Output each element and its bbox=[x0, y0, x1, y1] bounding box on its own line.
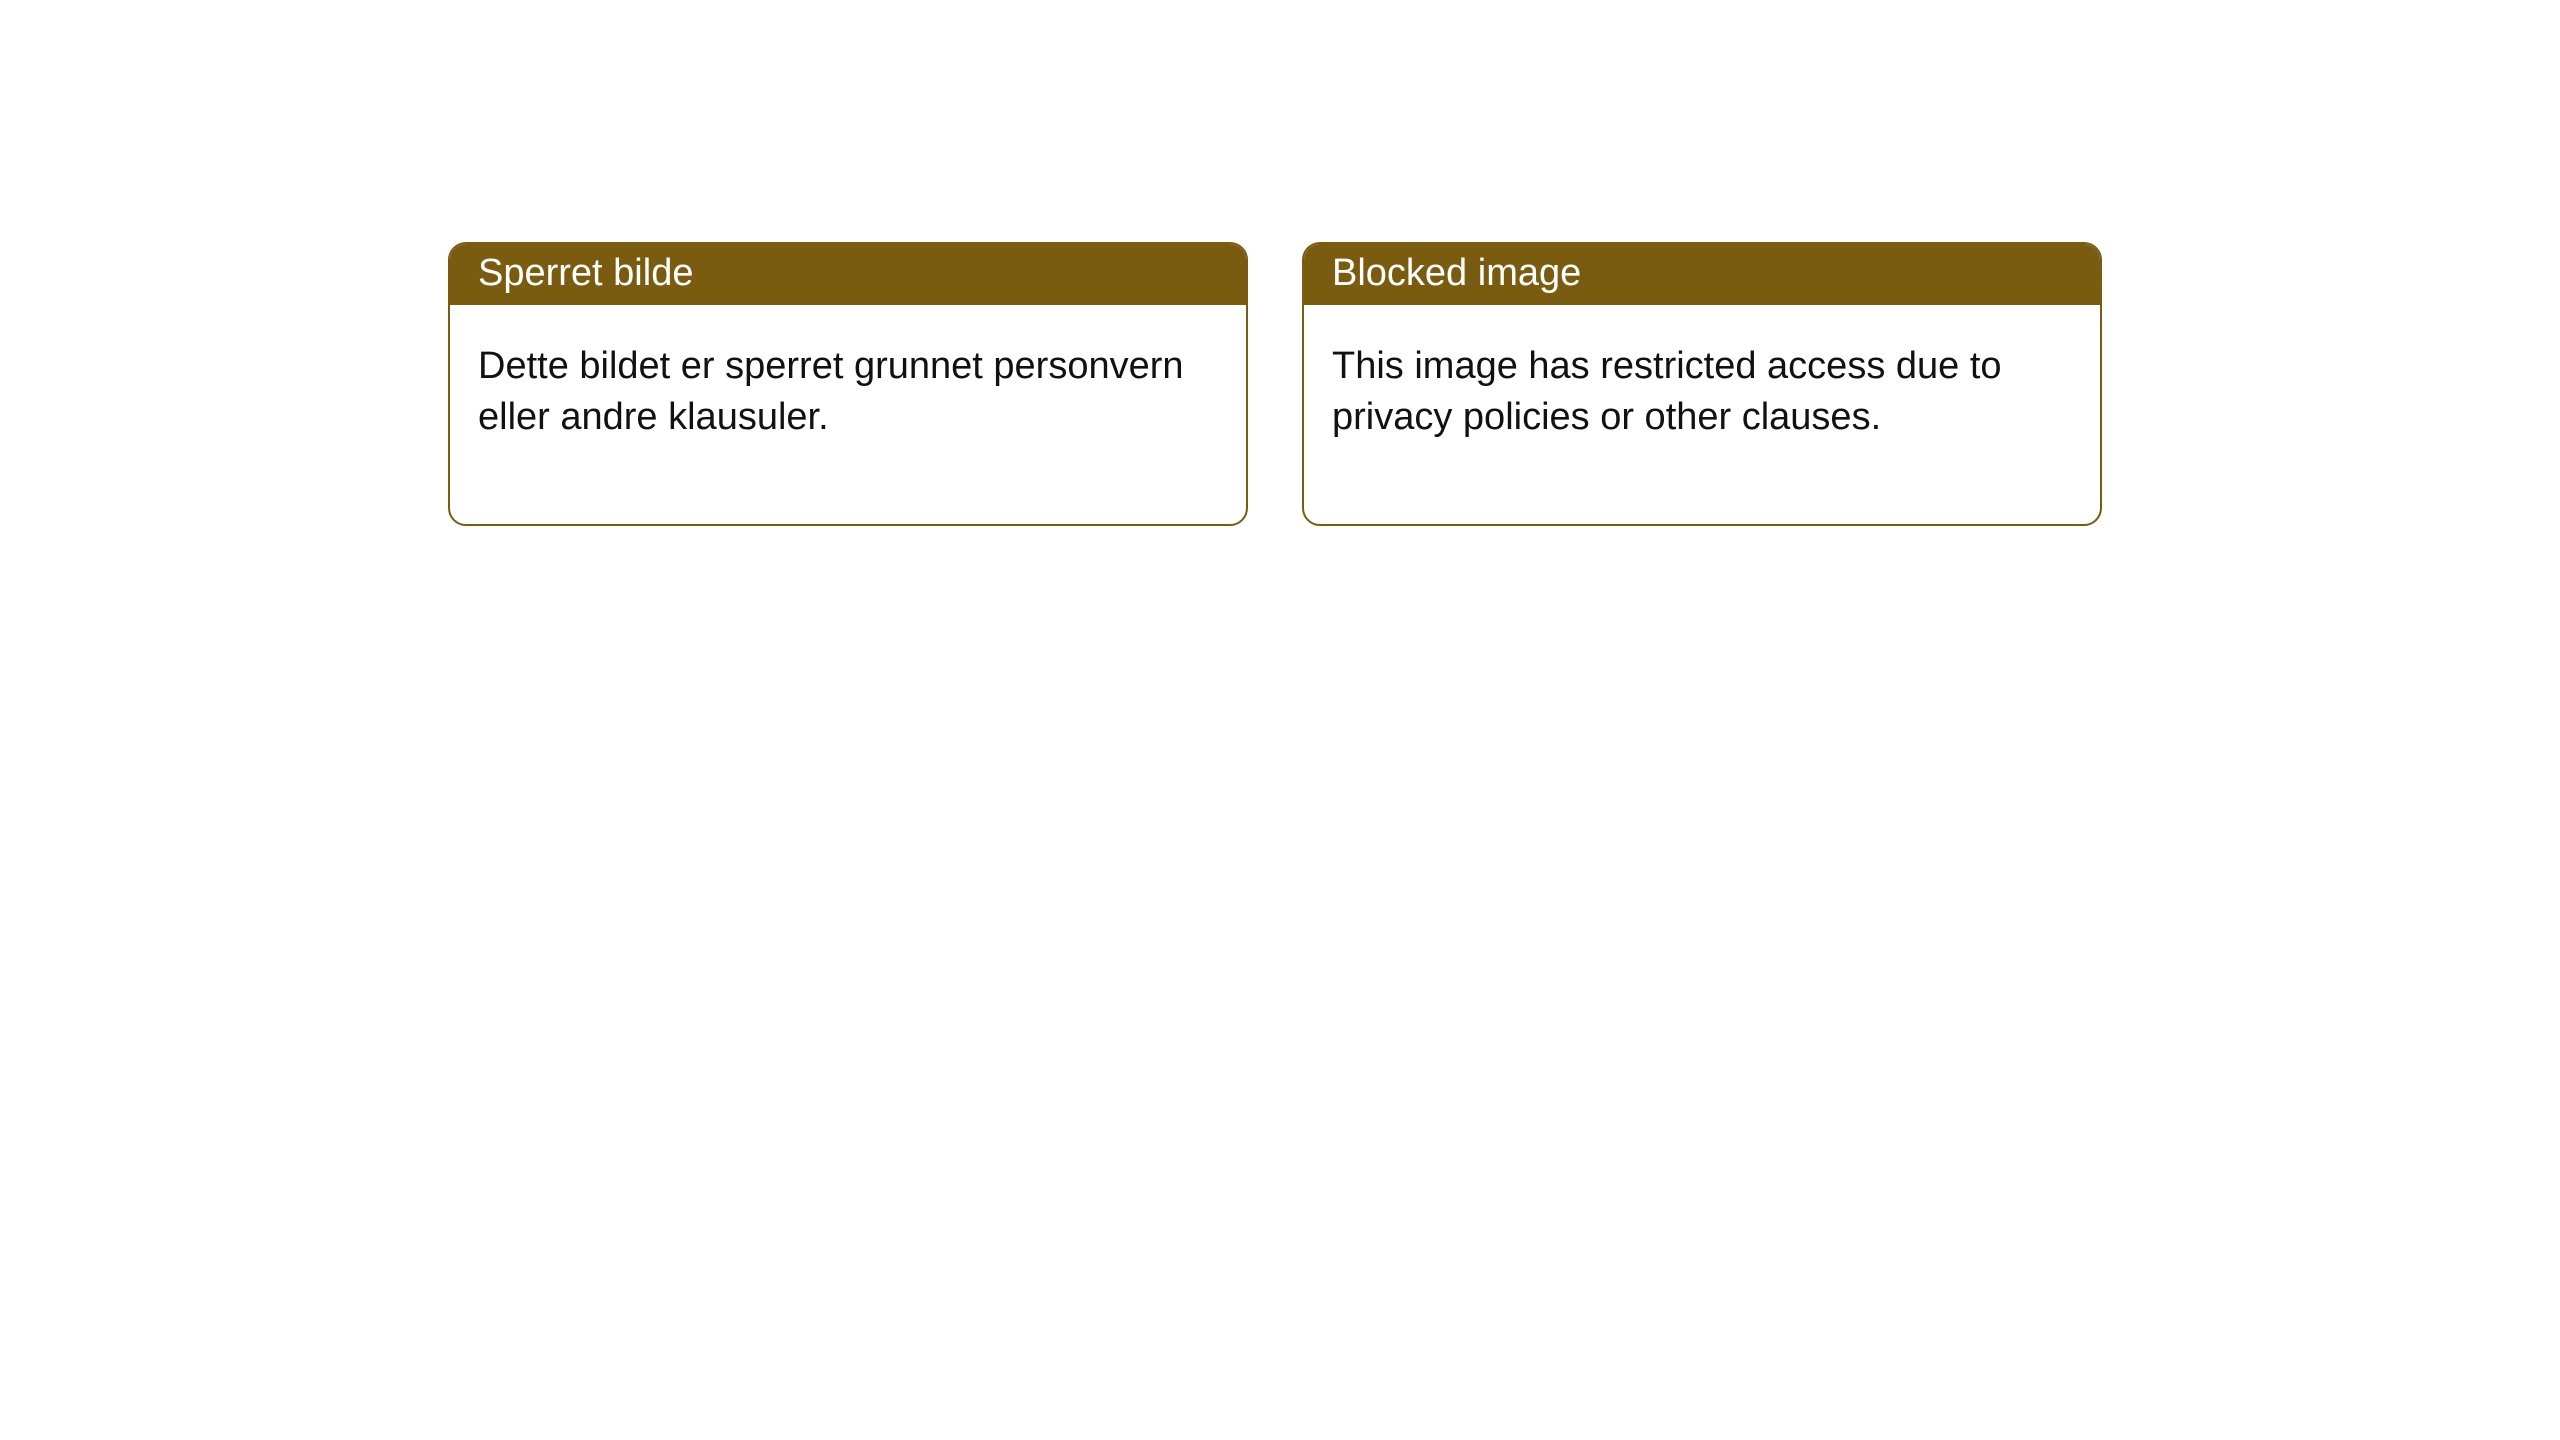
notice-title: Sperret bilde bbox=[450, 244, 1246, 305]
notice-card-norwegian: Sperret bilde Dette bildet er sperret gr… bbox=[448, 242, 1248, 526]
notice-title: Blocked image bbox=[1304, 244, 2100, 305]
notice-container: Sperret bilde Dette bildet er sperret gr… bbox=[0, 0, 2560, 526]
notice-body: Dette bildet er sperret grunnet personve… bbox=[450, 305, 1246, 524]
notice-card-english: Blocked image This image has restricted … bbox=[1302, 242, 2102, 526]
notice-body: This image has restricted access due to … bbox=[1304, 305, 2100, 524]
